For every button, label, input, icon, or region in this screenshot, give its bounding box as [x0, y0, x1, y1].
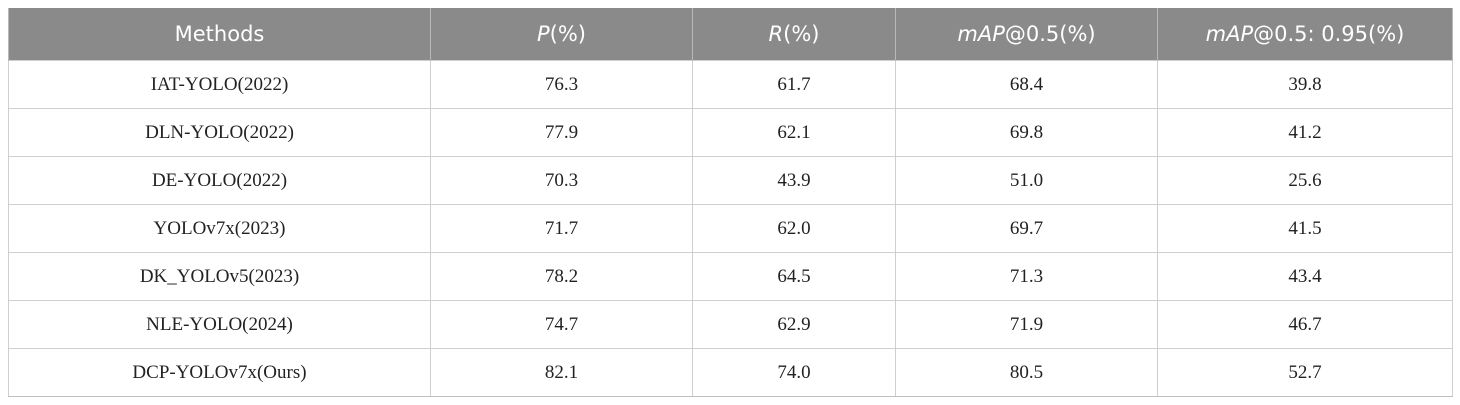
cell-recall: 62.0 [692, 204, 896, 253]
header-map50-rest: @0.5(%) [1004, 22, 1096, 46]
table-row: DE-YOLO(2022) 70.3 43.9 51.0 25.6 [8, 156, 1453, 205]
table-row: DLN-YOLO(2022) 77.9 62.1 69.8 41.2 [8, 108, 1453, 157]
cell-map50: 69.7 [895, 204, 1158, 253]
cell-map50: 71.3 [895, 252, 1158, 301]
header-recall: R(%) [692, 8, 896, 61]
cell-recall: 62.9 [692, 300, 896, 349]
cell-recall: 64.5 [692, 252, 896, 301]
cell-method: DLN-YOLO(2022) [8, 108, 431, 157]
header-recall-var: R [768, 22, 784, 46]
cell-map5095: 39.8 [1157, 60, 1453, 109]
cell-map50: 68.4 [895, 60, 1158, 109]
header-precision-unit: (%) [549, 22, 586, 46]
cell-recall: 62.1 [692, 108, 896, 157]
cell-precision: 77.9 [430, 108, 693, 157]
cell-recall: 74.0 [692, 348, 896, 397]
header-map5095: mAP@0.5: 0.95(%) [1157, 8, 1453, 61]
cell-method: YOLOv7x(2023) [8, 204, 431, 253]
cell-method: DCP-YOLOv7x(Ours) [8, 348, 431, 397]
cell-recall: 43.9 [692, 156, 896, 205]
cell-method: DK_YOLOv5(2023) [8, 252, 431, 301]
header-precision-var: P [536, 22, 550, 46]
cell-method: IAT-YOLO(2022) [8, 60, 431, 109]
cell-map5095: 46.7 [1157, 300, 1453, 349]
cell-precision: 71.7 [430, 204, 693, 253]
results-table: Methods P(%) R(%) mAP@0.5(%) mAP@0.5: 0.… [8, 8, 1453, 397]
table-row: IAT-YOLO(2022) 76.3 61.7 68.4 39.8 [8, 60, 1453, 109]
cell-precision: 70.3 [430, 156, 693, 205]
cell-precision: 74.7 [430, 300, 693, 349]
cell-map50: 69.8 [895, 108, 1158, 157]
table-row: YOLOv7x(2023) 71.7 62.0 69.7 41.5 [8, 204, 1453, 253]
header-map5095-var: mAP [1205, 22, 1254, 46]
cell-map5095: 41.2 [1157, 108, 1453, 157]
cell-method: NLE-YOLO(2024) [8, 300, 431, 349]
cell-map50: 51.0 [895, 156, 1158, 205]
header-precision: P(%) [430, 8, 693, 61]
header-methods: Methods [8, 8, 431, 61]
header-map50-var: mAP [957, 22, 1005, 46]
cell-precision: 82.1 [430, 348, 693, 397]
cell-map50: 80.5 [895, 348, 1158, 397]
table-header-row: Methods P(%) R(%) mAP@0.5(%) mAP@0.5: 0.… [8, 8, 1453, 61]
header-map50: mAP@0.5(%) [895, 8, 1158, 61]
cell-precision: 78.2 [430, 252, 693, 301]
cell-precision: 76.3 [430, 60, 693, 109]
cell-recall: 61.7 [692, 60, 896, 109]
header-map5095-rest: @0.5: 0.95(%) [1253, 22, 1405, 46]
table-row: DCP-YOLOv7x(Ours) 82.1 74.0 80.5 52.7 [8, 348, 1453, 397]
cell-map5095: 41.5 [1157, 204, 1453, 253]
cell-map50: 71.9 [895, 300, 1158, 349]
header-recall-unit: (%) [783, 22, 820, 46]
table-row: NLE-YOLO(2024) 74.7 62.9 71.9 46.7 [8, 300, 1453, 349]
cell-map5095: 25.6 [1157, 156, 1453, 205]
cell-map5095: 43.4 [1157, 252, 1453, 301]
cell-map5095: 52.7 [1157, 348, 1453, 397]
table-row: DK_YOLOv5(2023) 78.2 64.5 71.3 43.4 [8, 252, 1453, 301]
cell-method: DE-YOLO(2022) [8, 156, 431, 205]
